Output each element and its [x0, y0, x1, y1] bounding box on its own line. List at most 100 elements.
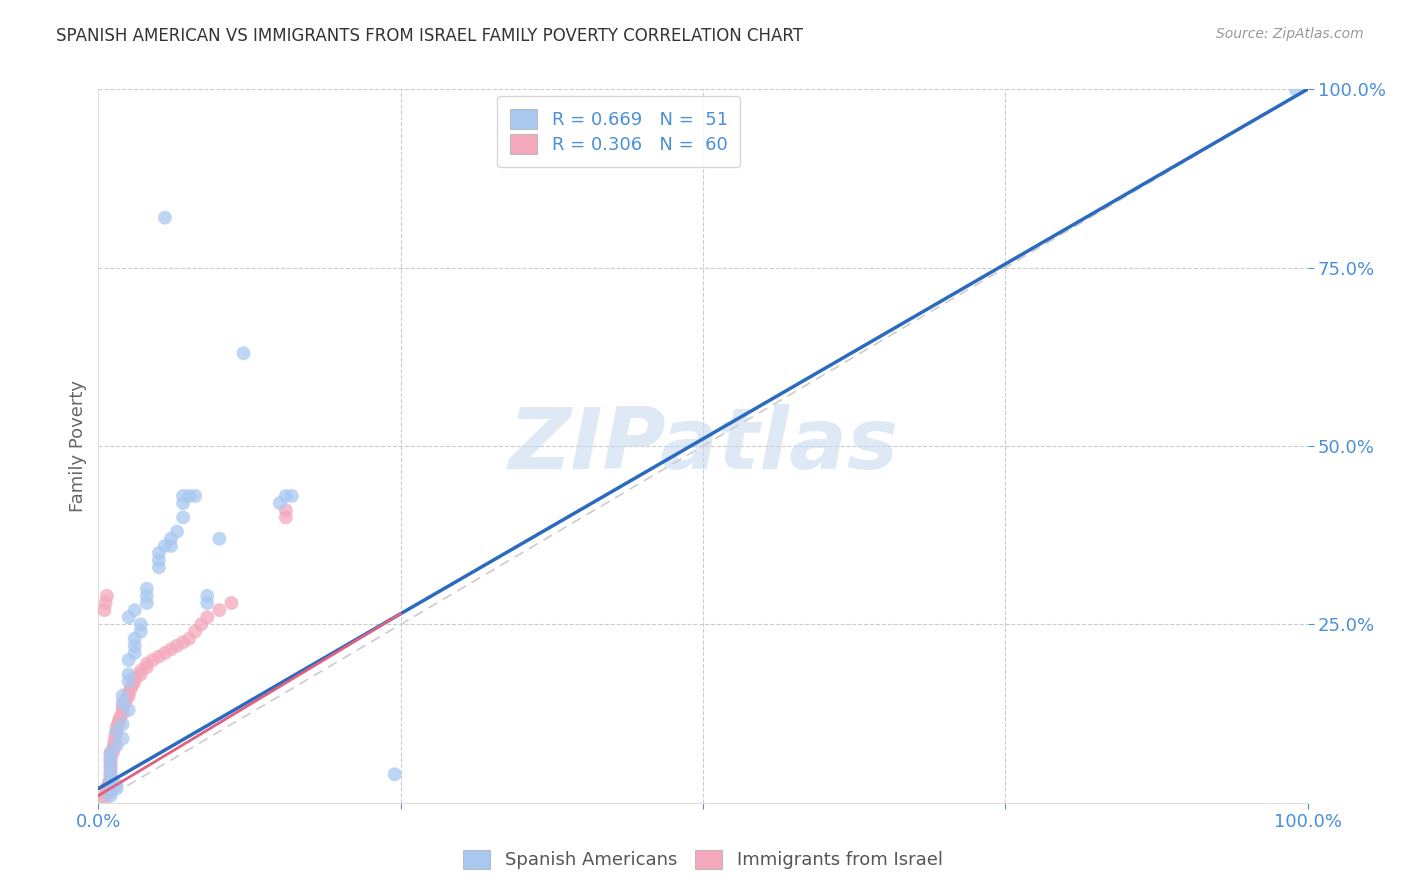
Point	[184, 489, 207, 503]
Point	[129, 664, 152, 678]
Point	[100, 746, 122, 760]
Point	[172, 496, 194, 510]
Point	[111, 689, 134, 703]
Point	[121, 678, 143, 692]
Point	[135, 657, 157, 671]
Point	[101, 742, 124, 756]
Point	[100, 785, 122, 799]
Point	[105, 721, 128, 735]
Point	[100, 767, 122, 781]
Point	[142, 653, 165, 667]
Point	[148, 553, 170, 567]
Point	[208, 532, 231, 546]
Point	[100, 774, 122, 789]
Point	[118, 689, 141, 703]
Point	[96, 785, 118, 799]
Point	[96, 781, 118, 796]
Point	[111, 699, 134, 714]
Point	[98, 778, 121, 792]
Point	[232, 346, 254, 360]
Point	[124, 603, 146, 617]
Point	[129, 667, 152, 681]
Point	[104, 728, 127, 742]
Point	[153, 539, 176, 553]
Point	[97, 781, 120, 796]
Legend: R = 0.669   N =  51, R = 0.306   N =  60: R = 0.669 N = 51, R = 0.306 N = 60	[498, 96, 741, 167]
Point	[166, 524, 188, 539]
Point	[103, 739, 125, 753]
Point	[100, 767, 122, 781]
Point	[100, 789, 122, 803]
Point	[96, 589, 118, 603]
Point	[172, 635, 194, 649]
Point	[111, 731, 134, 746]
Point	[172, 510, 194, 524]
Point	[177, 489, 201, 503]
Point	[118, 685, 141, 699]
Point	[160, 642, 183, 657]
Point	[118, 703, 141, 717]
Point	[269, 496, 291, 510]
Point	[93, 792, 115, 806]
Point	[184, 624, 207, 639]
Text: Source: ZipAtlas.com: Source: ZipAtlas.com	[1216, 27, 1364, 41]
Legend: Spanish Americans, Immigrants from Israel: Spanish Americans, Immigrants from Israe…	[454, 840, 952, 879]
Point	[111, 696, 134, 710]
Point	[100, 753, 122, 767]
Point	[208, 603, 231, 617]
Point	[100, 760, 122, 774]
Point	[118, 610, 141, 624]
Point	[101, 746, 124, 760]
Point	[111, 703, 134, 717]
Point	[274, 510, 297, 524]
Point	[100, 764, 122, 778]
Point	[124, 646, 146, 660]
Point	[166, 639, 188, 653]
Text: ZIPatlas: ZIPatlas	[508, 404, 898, 488]
Point	[135, 589, 157, 603]
Point	[172, 489, 194, 503]
Point	[107, 717, 129, 731]
Point	[177, 632, 201, 646]
Point	[118, 667, 141, 681]
Point	[281, 489, 304, 503]
Point	[115, 692, 138, 706]
Point	[124, 639, 146, 653]
Point	[104, 731, 127, 746]
Point	[100, 756, 122, 771]
Point	[100, 760, 122, 774]
Point	[384, 767, 406, 781]
Point	[195, 596, 218, 610]
Point	[105, 778, 128, 792]
Point	[274, 489, 297, 503]
Point	[114, 696, 136, 710]
Point	[148, 649, 170, 664]
Point	[93, 603, 115, 617]
Point	[105, 781, 128, 796]
Point	[124, 671, 146, 685]
Point	[148, 560, 170, 574]
Text: SPANISH AMERICAN VS IMMIGRANTS FROM ISRAEL FAMILY POVERTY CORRELATION CHART: SPANISH AMERICAN VS IMMIGRANTS FROM ISRA…	[56, 27, 803, 45]
Point	[135, 660, 157, 674]
Point	[135, 596, 157, 610]
Y-axis label: Family Poverty: Family Poverty	[69, 380, 87, 512]
Point	[98, 774, 121, 789]
Point	[118, 653, 141, 667]
Point	[160, 532, 183, 546]
Point	[190, 617, 212, 632]
Point	[124, 632, 146, 646]
Point	[100, 771, 122, 785]
Point	[111, 717, 134, 731]
Point	[274, 503, 297, 517]
Point	[103, 735, 125, 749]
Point	[1284, 82, 1306, 96]
Point	[148, 546, 170, 560]
Point	[120, 681, 142, 696]
Point	[100, 749, 122, 764]
Point	[97, 778, 120, 792]
Point	[108, 710, 131, 724]
Point	[94, 596, 117, 610]
Point	[111, 706, 134, 721]
Point	[100, 746, 122, 760]
Point	[129, 617, 152, 632]
